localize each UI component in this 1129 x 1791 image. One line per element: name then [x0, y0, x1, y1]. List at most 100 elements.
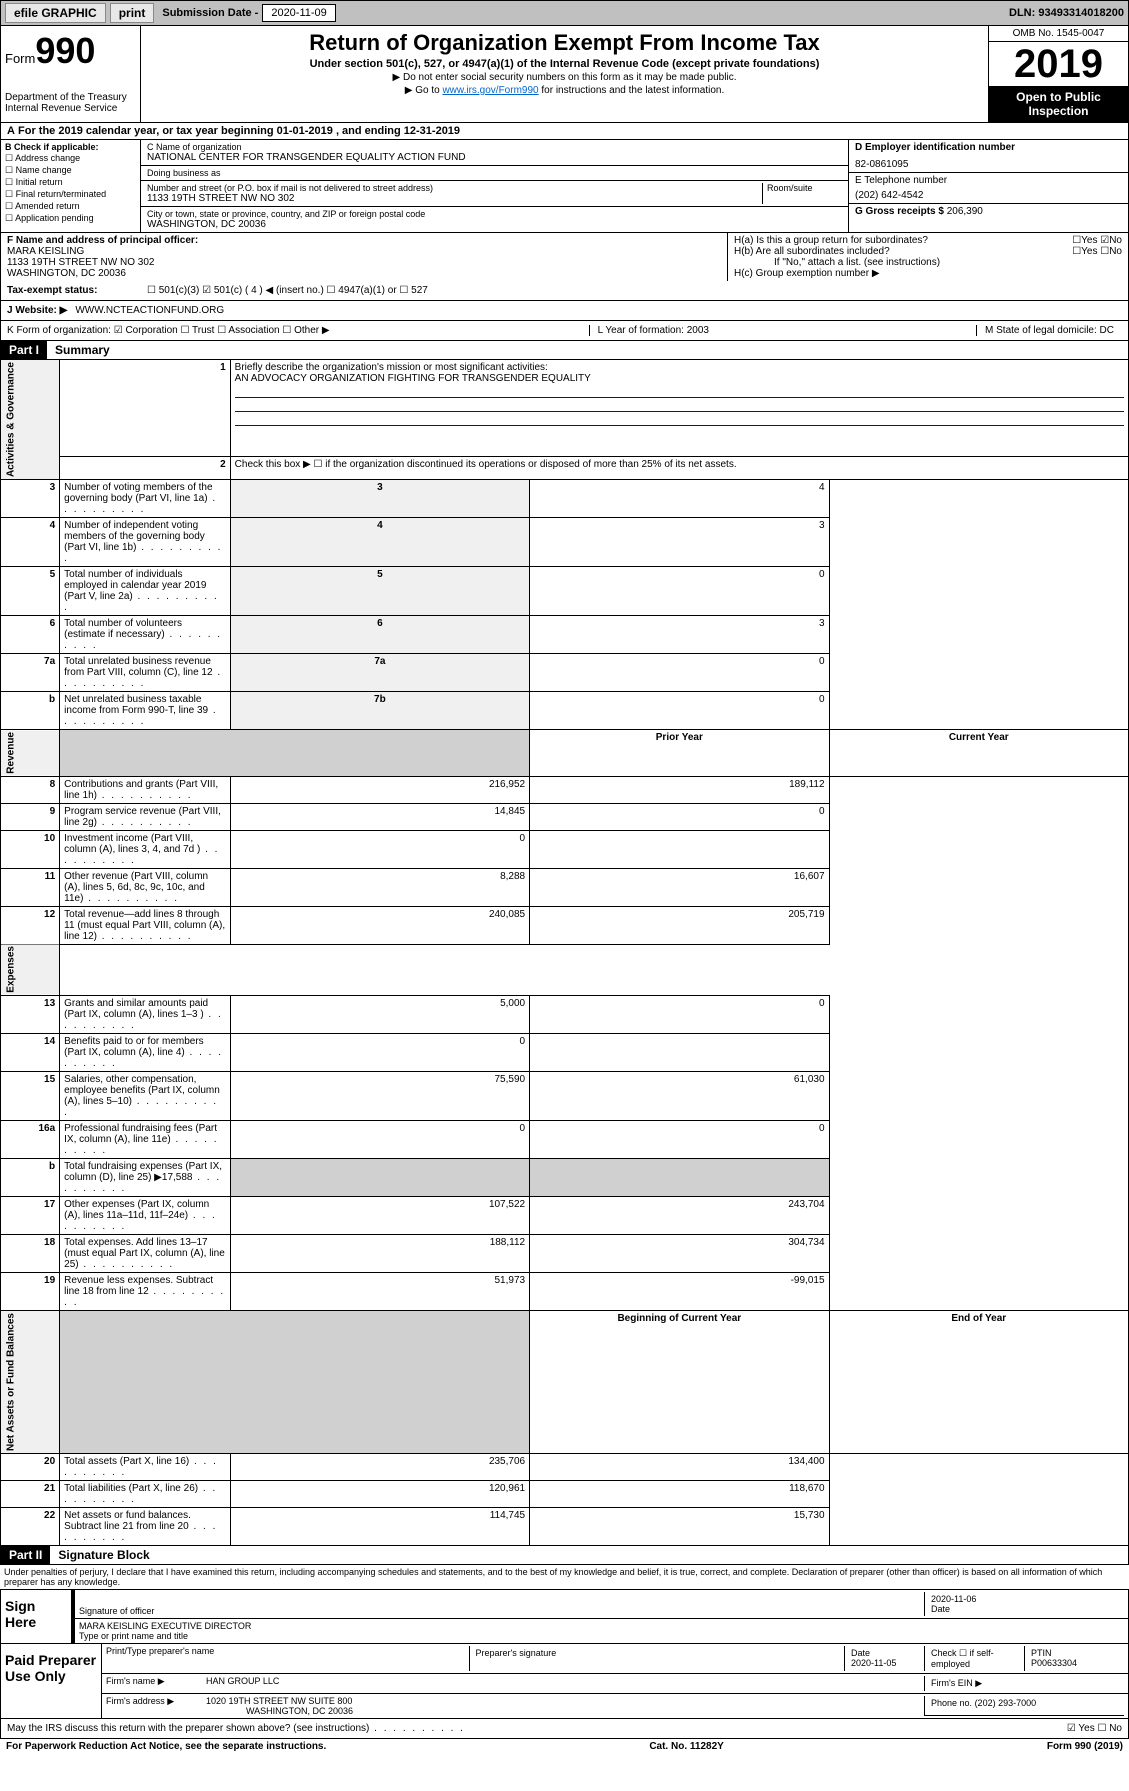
current-value: 304,734: [530, 1235, 829, 1273]
begin-year-header: Beginning of Current Year: [530, 1311, 829, 1454]
line-text: Total fundraising expenses (Part IX, col…: [60, 1159, 231, 1197]
line-num: 20: [1, 1454, 60, 1481]
tax-exempt-options: ☐ 501(c)(3) ☑ 501(c) ( 4 ) ◀ (insert no.…: [147, 285, 428, 296]
hb-note: If "No," attach a list. (see instruction…: [734, 257, 1122, 268]
current-value: 243,704: [530, 1197, 829, 1235]
line-num: 8: [1, 776, 60, 803]
officer-name: MARA KEISLING: [7, 246, 721, 257]
prior-value: 0: [230, 830, 529, 868]
dba-label: Doing business as: [147, 168, 842, 178]
line-num: 11: [1, 868, 60, 906]
footer: For Paperwork Reduction Act Notice, see …: [0, 1738, 1129, 1754]
print-button[interactable]: print: [110, 3, 155, 23]
ein: 82-0861095: [855, 159, 1122, 170]
vert-revenue: Revenue: [1, 730, 60, 777]
prior-value: [230, 1159, 529, 1197]
line-text: Net unrelated business taxable income fr…: [60, 692, 231, 730]
part2-header: Part II Signature Block: [0, 1546, 1129, 1564]
line-text: Professional fundraising fees (Part IX, …: [60, 1121, 231, 1159]
line-num: 12: [1, 906, 60, 944]
part1-label: Part I: [1, 341, 47, 359]
city: WASHINGTON, DC 20036: [147, 219, 842, 230]
prior-value: 0: [230, 1121, 529, 1159]
firm-name: HAN GROUP LLC: [206, 1676, 924, 1691]
street: 1133 19TH STREET NW NO 302: [147, 193, 762, 204]
ptin-label: PTIN: [1031, 1648, 1052, 1658]
prior-value: 75,590: [230, 1072, 529, 1121]
website-url: WWW.NCTEACTIONFUND.ORG: [75, 305, 224, 316]
q1: Briefly describe the organization's miss…: [235, 362, 548, 373]
form-number: 990: [35, 30, 95, 71]
tax-year: 2019: [989, 42, 1128, 86]
prep-name-label: Print/Type preparer's name: [106, 1646, 469, 1671]
phone-label: Phone no.: [931, 1698, 972, 1708]
current-value: 16,607: [530, 868, 829, 906]
line-text: Grants and similar amounts paid (Part IX…: [60, 996, 231, 1034]
irs-link[interactable]: www.irs.gov/Form990: [442, 85, 538, 96]
current-value: 0: [530, 803, 829, 830]
line-text: Revenue less expenses. Subtract line 18 …: [60, 1273, 231, 1311]
current-value: 205,719: [530, 906, 829, 944]
k-text: K Form of organization: ☑ Corporation ☐ …: [7, 325, 330, 336]
current-value: 189,112: [530, 776, 829, 803]
line-num: 14: [1, 1034, 60, 1072]
checkbox-item[interactable]: ☐ Application pending: [5, 213, 136, 224]
prior-value: 120,961: [230, 1481, 529, 1508]
line-num: 7a: [1, 654, 60, 692]
tel-label: E Telephone number: [855, 175, 1122, 186]
ha-answer: ☐Yes ☑No: [1072, 235, 1122, 246]
vert-netassets: Net Assets or Fund Balances: [1, 1311, 60, 1454]
summary-table: Activities & Governance 1 Briefly descri…: [0, 359, 1129, 1546]
line-num: 19: [1, 1273, 60, 1311]
gross-label: G Gross receipts $: [855, 206, 944, 217]
line-text: Total revenue—add lines 8 through 11 (mu…: [60, 906, 231, 944]
current-value: [530, 1034, 829, 1072]
line-text: Total number of volunteers (estimate if …: [60, 616, 231, 654]
prior-value: 0: [230, 1034, 529, 1072]
line-text: Total number of individuals employed in …: [60, 567, 231, 616]
line-num: 4: [1, 518, 60, 567]
efile-button[interactable]: efile GRAPHIC: [5, 3, 106, 23]
line-value: 0: [530, 692, 829, 730]
hc-label: H(c) Group exemption number ▶: [734, 268, 1122, 279]
checkbox-item[interactable]: ☐ Amended return: [5, 201, 136, 212]
current-year-header: Current Year: [829, 730, 1128, 777]
open-public: Open to Public Inspection: [989, 86, 1128, 122]
prep-sig-label: Preparer's signature: [469, 1646, 845, 1671]
line-text: Total expenses. Add lines 13–17 (must eq…: [60, 1235, 231, 1273]
line-num: 17: [1, 1197, 60, 1235]
hb-answer: ☐Yes ☐No: [1072, 246, 1122, 257]
current-value: 0: [530, 996, 829, 1034]
line-text: Salaries, other compensation, employee b…: [60, 1072, 231, 1121]
current-value: [530, 1159, 829, 1197]
checkbox-item[interactable]: ☐ Initial return: [5, 177, 136, 188]
prep-date: 2020-11-05: [851, 1658, 896, 1668]
paid-label: Paid Preparer Use Only: [1, 1644, 101, 1718]
checkbox-item[interactable]: ☐ Final return/terminated: [5, 189, 136, 200]
footer-right: Form 990 (2019): [1047, 1741, 1123, 1752]
line-text: Total liabilities (Part X, line 26): [60, 1481, 231, 1508]
section-b-c-d: B Check if applicable: ☐ Address change☐…: [0, 139, 1129, 232]
checkbox-item[interactable]: ☐ Name change: [5, 165, 136, 176]
dept-label: Department of the Treasury Internal Reve…: [5, 92, 136, 114]
sign-date: 2020-11-06: [931, 1594, 1118, 1604]
part2-label: Part II: [1, 1546, 50, 1564]
current-value: [530, 830, 829, 868]
part1-title: Summary: [47, 341, 118, 359]
discuss-answer: ☑ Yes ☐ No: [1067, 1723, 1122, 1734]
discuss-row: May the IRS discuss this return with the…: [0, 1719, 1129, 1738]
line-text: Number of voting members of the governin…: [60, 480, 231, 518]
current-value: 118,670: [530, 1481, 829, 1508]
i-label: Tax-exempt status:: [7, 285, 147, 296]
vert-expenses: Expenses: [1, 944, 60, 996]
website-row: J Website: ▶ WWW.NCTEACTIONFUND.ORG: [0, 300, 1129, 320]
checkbox-item[interactable]: ☐ Address change: [5, 153, 136, 164]
perjury-text: Under penalties of perjury, I declare th…: [0, 1564, 1129, 1589]
section-f-h: F Name and address of principal officer:…: [0, 232, 1129, 281]
line-num: 15: [1, 1072, 60, 1121]
ha-label: H(a) Is this a group return for subordin…: [734, 235, 928, 246]
part1-header: Part I Summary: [0, 340, 1129, 359]
prior-value: 8,288: [230, 868, 529, 906]
current-value: 15,730: [530, 1508, 829, 1546]
current-value: 61,030: [530, 1072, 829, 1121]
